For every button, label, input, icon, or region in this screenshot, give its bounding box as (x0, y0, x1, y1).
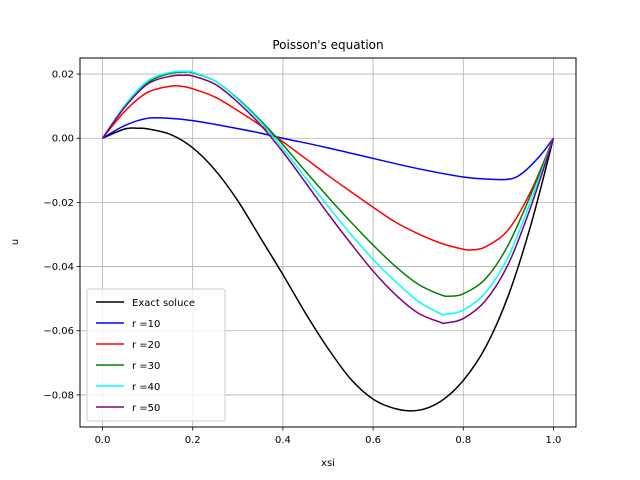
series-line-2 (102, 116, 555, 181)
legend-label: r =20 (132, 340, 160, 351)
x-axis-label: xsi (321, 458, 335, 469)
x-tick-label: 0.6 (365, 435, 381, 446)
x-tick-label: 0.0 (95, 435, 111, 446)
series-line-5 (101, 70, 555, 316)
y-axis-label: u (10, 239, 21, 245)
y-axis-ticks: −0.08 −0.06 −0.04 −0.02 0.00 0.02 (43, 70, 80, 401)
x-tick-label: 0.8 (455, 435, 471, 446)
legend-box (86, 288, 226, 422)
series-line-6 (101, 74, 555, 325)
series-lines (101, 70, 555, 412)
x-tick-label: 1.0 (546, 435, 562, 446)
y-tick-label: −0.02 (43, 198, 74, 209)
y-tick-label: 0.00 (52, 134, 74, 145)
legend-label: r =50 (132, 403, 160, 414)
x-axis-ticks: 0.0 0.2 0.4 0.6 0.8 1.0 (95, 427, 562, 446)
legend-label: r =10 (132, 319, 160, 330)
legend-label: r =30 (132, 361, 160, 372)
legend-label: r =40 (132, 382, 160, 393)
x-tick-label: 0.2 (185, 435, 201, 446)
chart-title: Poisson's equation (272, 38, 383, 52)
x-tick-label: 0.4 (275, 435, 291, 446)
y-tick-label: −0.04 (43, 262, 74, 273)
y-tick-label: −0.08 (43, 390, 74, 401)
plot-frame (79, 57, 577, 428)
series-line-3 (101, 84, 555, 251)
legend-label: Exact soluce (132, 298, 195, 309)
y-tick-label: −0.06 (43, 326, 74, 337)
series-line-1 (102, 127, 555, 412)
legend: Exact soluce r =10 r =20 r =30 r =40 r =50 (86, 288, 226, 422)
y-tick-label: 0.02 (52, 70, 74, 81)
